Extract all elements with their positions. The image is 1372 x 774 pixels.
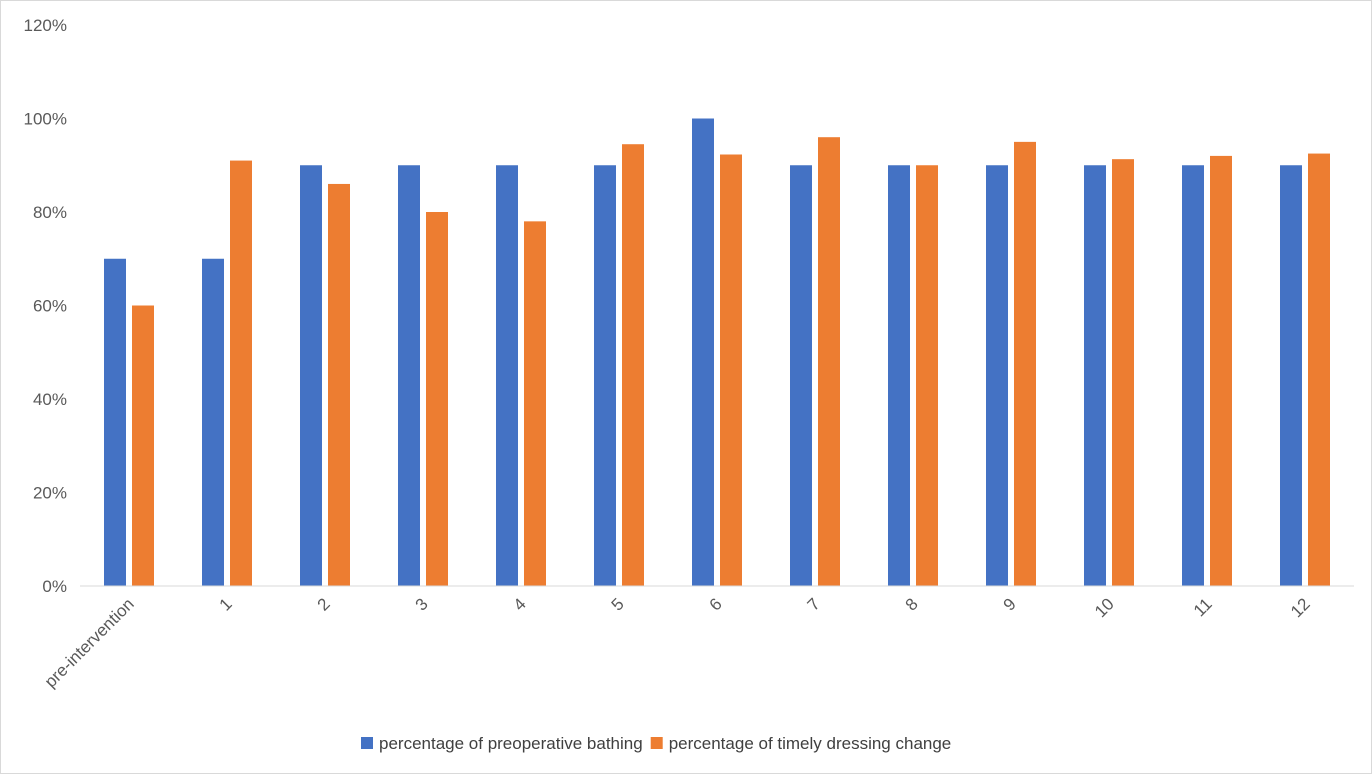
legend-label-series-2: percentage of timely dressing change xyxy=(669,734,952,753)
bar-series-1-5 xyxy=(594,165,616,586)
bar-series-1-9 xyxy=(986,165,1008,586)
y-tick-label: 100% xyxy=(24,110,67,129)
x-tick-label: 7 xyxy=(804,594,824,614)
bar-series-1-12 xyxy=(1280,165,1302,586)
bar-series-2-4 xyxy=(524,221,546,586)
bar-series-1-11 xyxy=(1182,165,1204,586)
y-tick-label: 40% xyxy=(33,390,67,409)
y-axis-ticks: 0% 20% 40% 60% 80% 100% 120% xyxy=(24,16,67,596)
bar-series-2-8 xyxy=(916,165,938,586)
legend-swatch-series-1 xyxy=(361,737,373,749)
x-tick-label: 12 xyxy=(1287,594,1314,621)
bar-series-2-9 xyxy=(1014,141,1036,586)
bar-series-1-3 xyxy=(398,165,420,586)
bar-series-2-10 xyxy=(1112,159,1134,587)
bar-series-2-pre-intervention xyxy=(132,305,154,586)
x-tick-label: 5 xyxy=(608,594,628,614)
bar-series-2-7 xyxy=(818,137,840,586)
x-tick-label: 4 xyxy=(510,594,530,614)
x-tick-label: 1 xyxy=(216,594,236,614)
bar-series-1-pre-intervention xyxy=(104,258,126,586)
legend: percentage of preoperative bathing percen… xyxy=(361,734,951,753)
legend-label-series-1: percentage of preoperative bathing xyxy=(379,734,643,753)
y-tick-label: 80% xyxy=(33,203,67,222)
legend-swatch-series-2 xyxy=(650,737,663,749)
y-tick-label: 0% xyxy=(42,577,67,596)
bar-series-1-8 xyxy=(888,165,910,586)
bar-series-2-3 xyxy=(426,212,448,586)
bar-series xyxy=(104,118,1330,587)
bar-series-1-10 xyxy=(1084,165,1106,586)
bar-series-2-6 xyxy=(720,154,742,586)
bar-series-1-1 xyxy=(202,258,224,586)
bar-series-1-6 xyxy=(692,118,714,586)
bar-series-2-5 xyxy=(622,144,644,586)
bar-series-1-4 xyxy=(496,165,518,586)
x-tick-label: 10 xyxy=(1091,594,1118,621)
x-axis-ticks: pre-intervention 1 2 3 4 5 6 7 8 9 10 11 12 xyxy=(41,594,1314,691)
bar-series-1-7 xyxy=(790,165,812,586)
bar-series-2-1 xyxy=(230,160,252,586)
x-tick-label: 11 xyxy=(1190,594,1216,620)
y-tick-label: 120% xyxy=(24,16,67,35)
bar-series-1-2 xyxy=(300,165,322,586)
x-tick-label: 9 xyxy=(1000,594,1020,614)
x-tick-label: 2 xyxy=(314,594,334,614)
x-tick-label: pre-intervention xyxy=(41,594,138,691)
bar-series-2-11 xyxy=(1210,155,1232,586)
x-tick-label: 3 xyxy=(412,594,432,614)
y-tick-label: 20% xyxy=(33,484,67,503)
x-tick-label: 6 xyxy=(706,594,726,614)
y-tick-label: 60% xyxy=(33,297,67,316)
bar-series-2-12 xyxy=(1308,153,1330,586)
bar-series-2-2 xyxy=(328,183,350,586)
x-tick-label: 8 xyxy=(902,594,922,614)
